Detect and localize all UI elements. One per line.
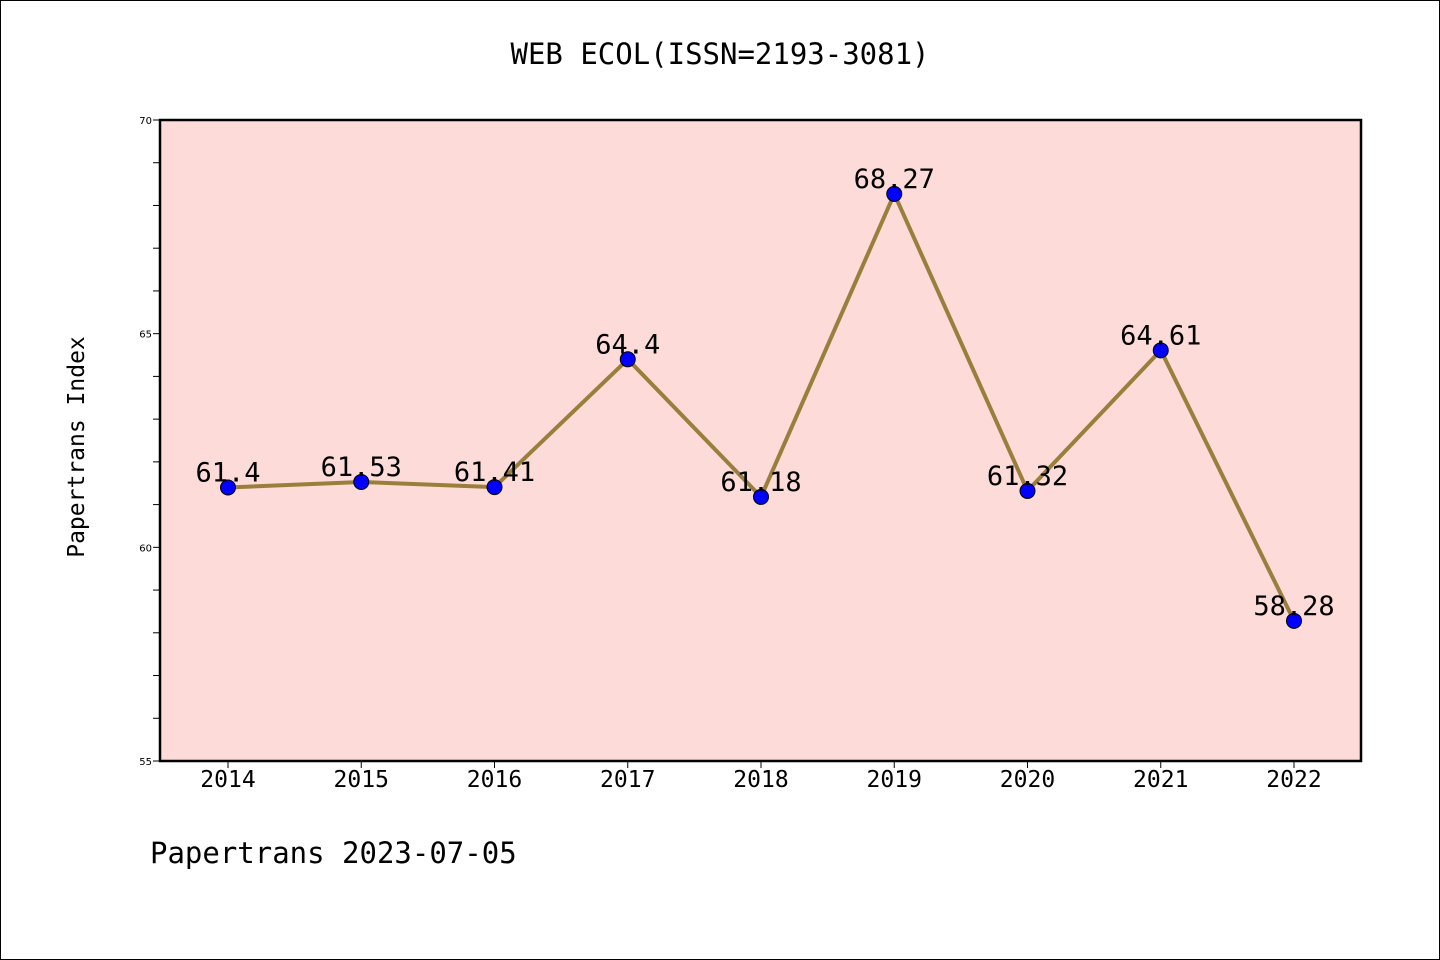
x-tick-label: 2018 — [733, 767, 788, 793]
data-label: 68.27 — [854, 164, 935, 195]
data-point — [486, 479, 503, 496]
data-point — [619, 351, 636, 368]
data-label: 64.4 — [595, 329, 660, 360]
data-point — [886, 185, 903, 202]
plot-area — [160, 120, 1361, 761]
x-tick-label: 2021 — [1133, 767, 1188, 793]
data-point — [753, 488, 769, 505]
x-tick-label: 2014 — [200, 767, 255, 793]
data-point — [353, 473, 370, 490]
data-point — [1019, 482, 1036, 499]
y-tick-label: 65 — [139, 330, 152, 341]
data-label: 58.28 — [1253, 591, 1334, 622]
plot-border — [158, 118, 1363, 763]
x-tick-label: 2020 — [1000, 767, 1055, 793]
y-tick-label: 70 — [139, 116, 152, 127]
x-tick-label: 2017 — [600, 767, 655, 793]
data-point — [220, 479, 236, 496]
data-label: 61.41 — [454, 457, 535, 488]
x-tick-label: 2016 — [467, 767, 522, 793]
chart-title: WEB ECOL(ISSN=2193-3081) — [510, 37, 930, 71]
data-label: 61.4 — [195, 458, 260, 489]
footer-note: Papertrans 2023-07-05 — [150, 836, 517, 870]
data-point — [1152, 342, 1169, 359]
data-label: 64.61 — [1120, 320, 1201, 351]
data-point — [1286, 612, 1302, 629]
x-tick-label: 2019 — [867, 767, 922, 793]
data-label: 61.53 — [321, 452, 402, 483]
x-tick-label: 2015 — [334, 767, 389, 793]
y-tick-label: 60 — [139, 543, 152, 554]
y-tick-label: 55 — [139, 757, 152, 768]
data-label: 61.32 — [987, 461, 1068, 492]
data-label: 61.18 — [720, 467, 801, 498]
x-tick-label: 2022 — [1266, 767, 1321, 793]
